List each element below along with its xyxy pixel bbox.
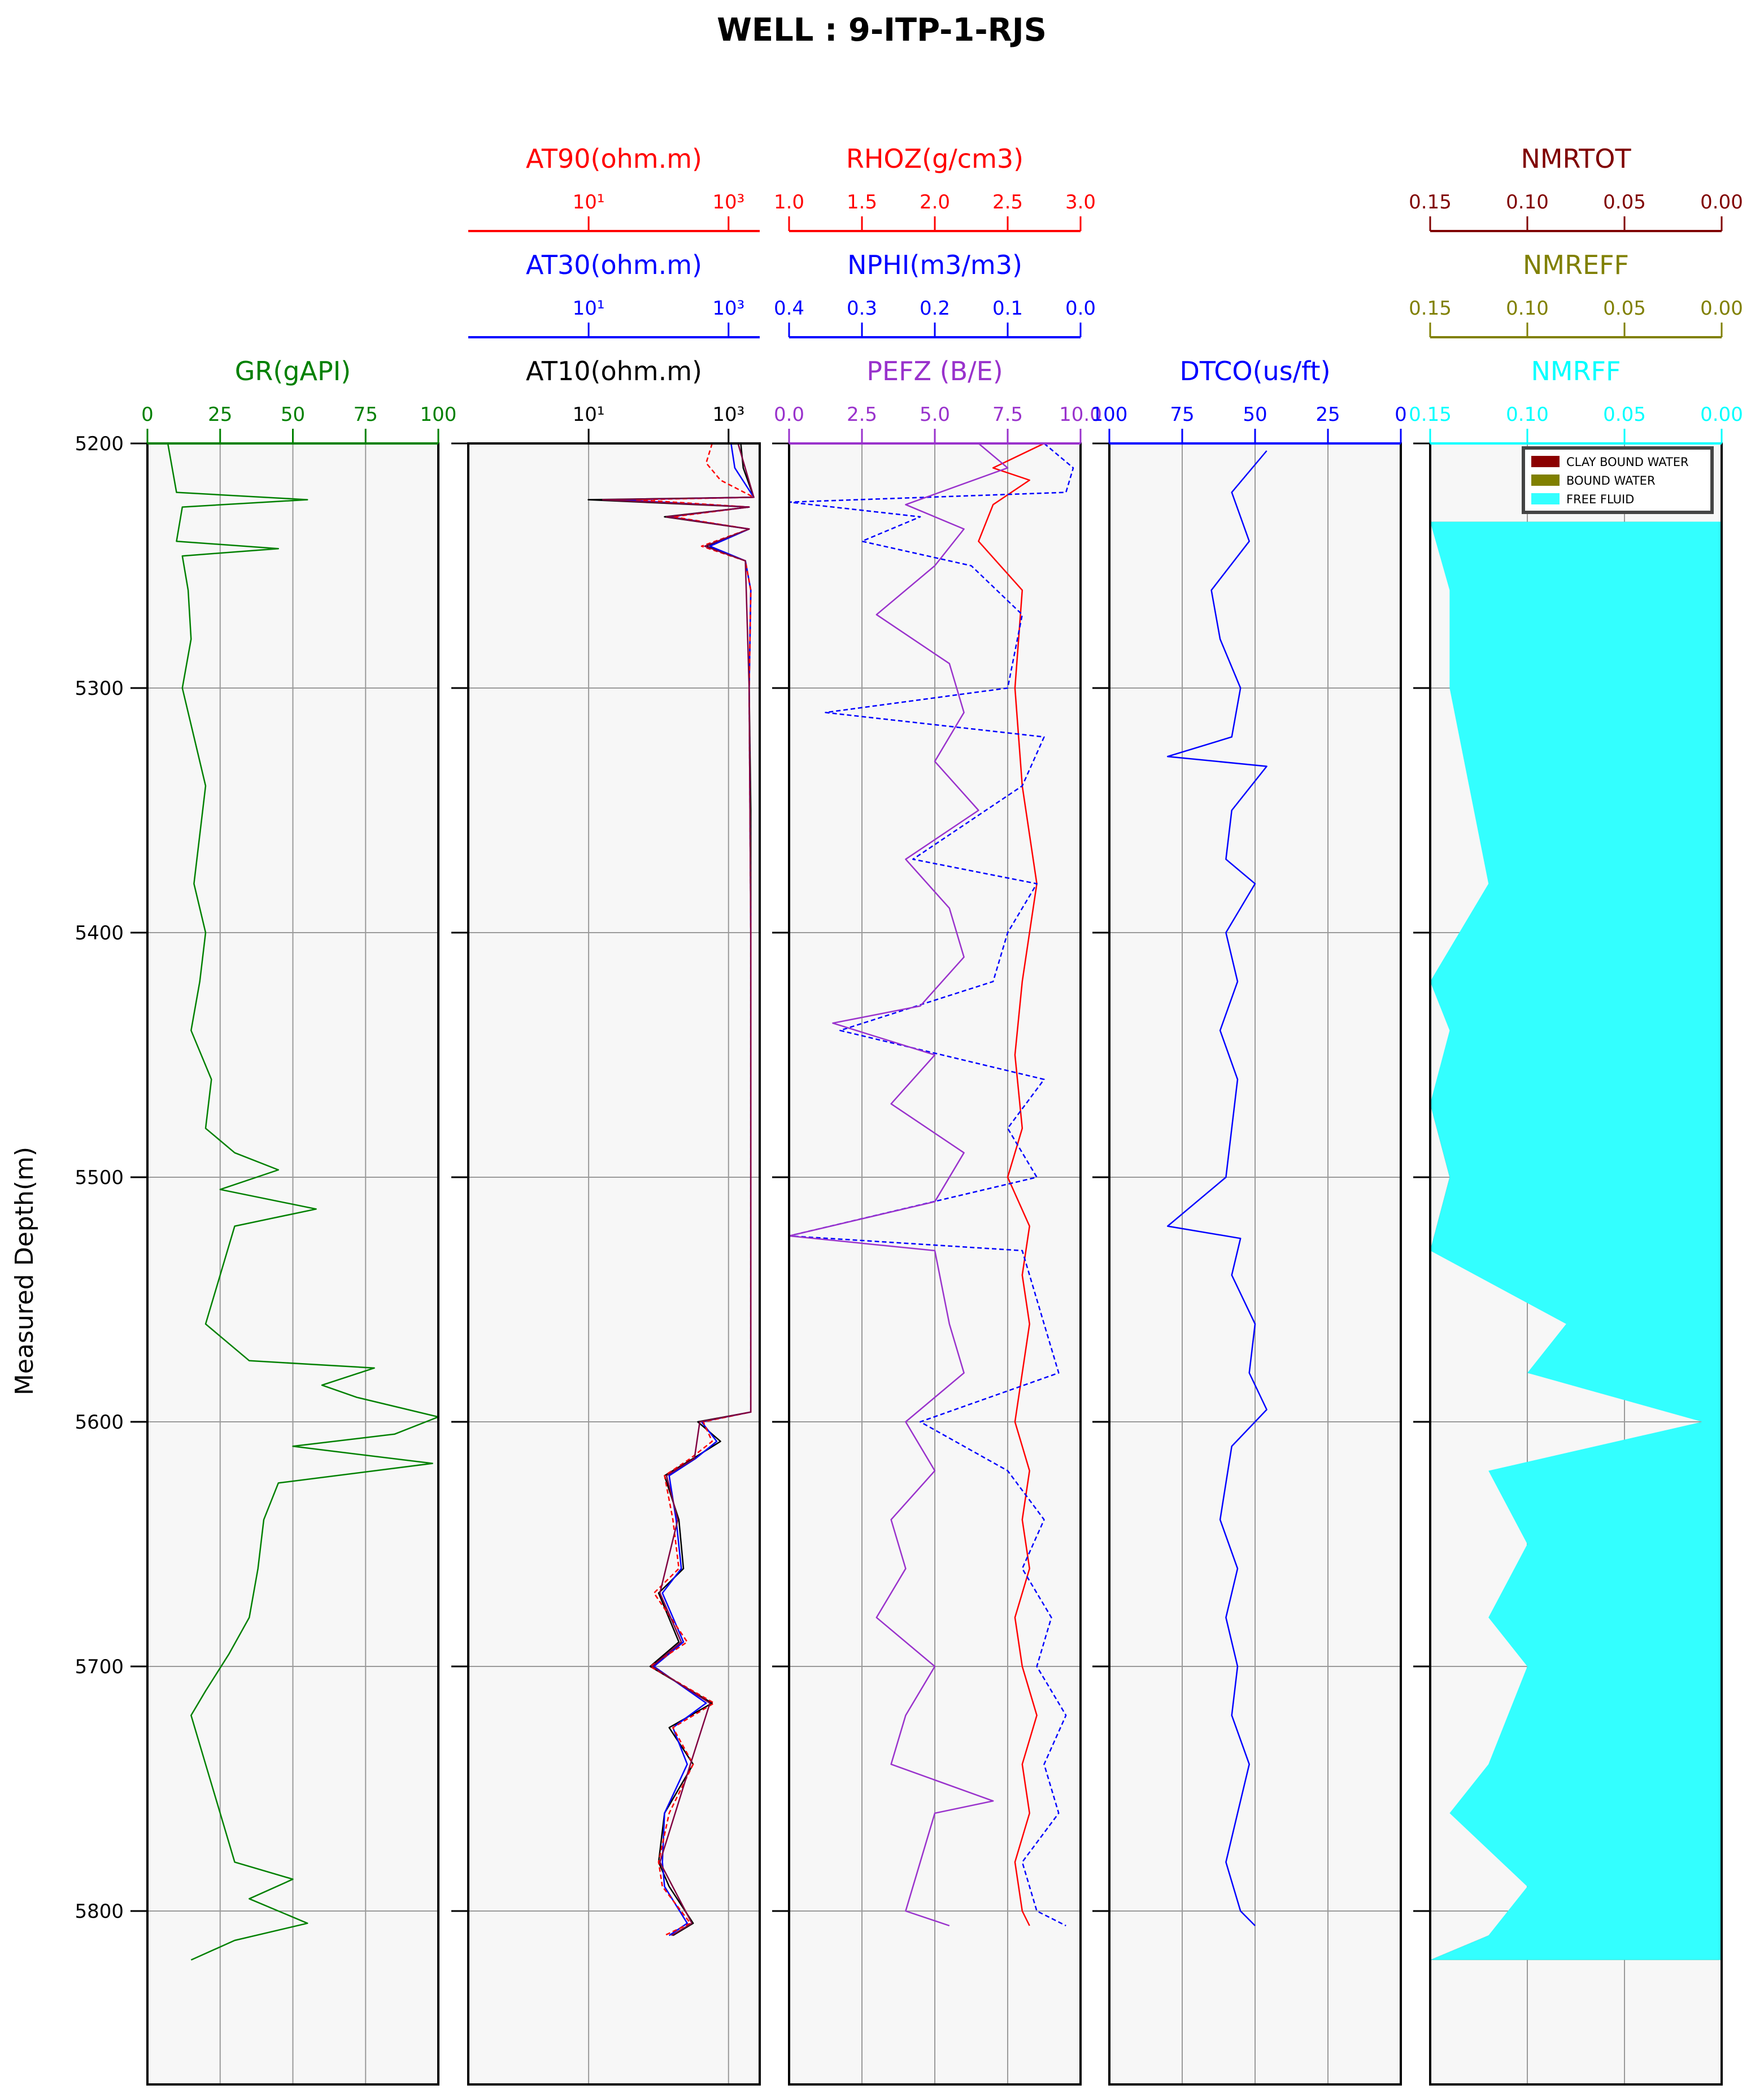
header-at10: 10¹ 10³ AT10(ohm.m) (468, 356, 760, 445)
header-dtco: 100 75 50 25 0 DTCO(us/ft) (1091, 356, 1407, 445)
header-title: AT90(ohm.m) (526, 143, 702, 174)
depth-tick-label: 5200 (75, 433, 124, 455)
header-tick-label: 0.2 (920, 297, 950, 320)
header-tick-label: 50 (281, 403, 305, 426)
series-gr-line (167, 443, 439, 1961)
header-tick-label: 0.10 (1506, 297, 1549, 320)
legend-swatch (1531, 475, 1560, 486)
header-tick-label: 2.0 (920, 191, 950, 214)
series-rhoz-line (978, 442, 1045, 1926)
header-title: DTCO(us/ft) (1179, 356, 1330, 386)
header-tick-label: 10¹ (573, 297, 605, 320)
header-title: AT10(ohm.m) (526, 356, 702, 386)
header-tick-label: 0.0 (1065, 297, 1096, 320)
header-title: RHOZ(g/cm3) (846, 143, 1023, 174)
header-tick-label: 3.0 (1065, 191, 1096, 214)
header-tick-label: 0.3 (847, 297, 877, 320)
header-nphi: 0.4 0.3 0.2 0.1 0.0 NPHI(m3/m3) (774, 250, 1096, 338)
header-tick-label: 0.0 (774, 403, 804, 426)
header-tick-label: 10³ (712, 297, 744, 320)
header-tick-label: 0 (141, 403, 154, 426)
header-tick-label: 75 (354, 403, 378, 426)
depth-tick-label: 5300 (75, 677, 124, 700)
header-tick-label: 100 (420, 403, 457, 426)
header-tick-label: 75 (1170, 403, 1194, 426)
header-nmreff: 0.15 0.10 0.05 0.00 NMREFF (1409, 250, 1743, 338)
header-pefz: 0.0 2.5 5.0 7.5 10.0 PEFZ (B/E) (774, 356, 1102, 445)
header-tick-label: 25 (208, 403, 232, 426)
header-title: AT30(ohm.m) (526, 250, 702, 280)
header-tick-label: 0.1 (992, 297, 1023, 320)
header-tick-label: 5.0 (920, 403, 950, 426)
header-tick-label: 0.00 (1700, 403, 1743, 426)
depth-tick-label: 5800 (75, 1900, 124, 1923)
header-tick-label: 10.0 (1059, 403, 1102, 426)
header-tick-label: 0.15 (1409, 297, 1452, 320)
legend-swatch (1531, 493, 1560, 504)
series-at10-mid--line (602, 443, 755, 1936)
track-background (468, 443, 760, 2084)
header-title: PEFZ (B/E) (866, 356, 1003, 386)
legend-label: FREE FLUID (1566, 493, 1634, 506)
header-tick-label: 7.5 (992, 403, 1023, 426)
header-gr: 0 25 50 75 100 GR(gAPI) (141, 356, 457, 445)
header-rhoz: 1.0 1.5 2.0 2.5 3.0 RHOZ(g/cm3) (774, 143, 1096, 232)
series-dtco-line (1166, 450, 1268, 1926)
header-title: GR(gAPI) (235, 356, 351, 386)
header-tick-label: 0.00 (1700, 191, 1743, 214)
header-nmrff: 0.15 0.10 0.05 0.00 NMRFF (1409, 356, 1743, 445)
header-tick-label: 10¹ (573, 403, 605, 426)
header-tick-label: 10¹ (573, 191, 605, 214)
header-tick-label: 0 (1395, 403, 1407, 426)
legend-label: CLAY BOUND WATER (1566, 455, 1689, 469)
header-tick-label: 10³ (712, 403, 744, 426)
depth-tick-label: 5700 (75, 1656, 124, 1678)
header-tick-label: 0.15 (1409, 403, 1452, 426)
header-tick-label: 0.05 (1603, 297, 1646, 320)
depth-tick-label: 5600 (75, 1411, 124, 1434)
header-title: NPHI(m3/m3) (847, 250, 1022, 280)
track-sonic: 100 75 50 25 0 DTCO(us/ft) (1091, 356, 1407, 2086)
track-resistivity: 10¹ 10³ AT90(ohm.m) 10¹ 10³ AT30(ohm.m) 10¹ 10³… (451, 143, 761, 2086)
header-tick-label: 2.5 (847, 403, 877, 426)
legend-label: BOUND WATER (1566, 474, 1656, 487)
series-nmrff-fill (1430, 521, 1722, 1960)
header-tick-label: 25 (1316, 403, 1340, 426)
y-axis-label: Measured Depth(m) (10, 1147, 39, 1395)
nmr-legend: CLAY BOUND WATER BOUND WATER FREE FLUID (1522, 446, 1714, 514)
legend-swatch (1531, 456, 1560, 467)
header-tick-label: 100 (1091, 403, 1128, 426)
header-tick-label: 0.15 (1409, 191, 1452, 214)
header-tick-label: 2.5 (992, 191, 1023, 214)
depth-tick-label: 5500 (75, 1166, 124, 1189)
header-tick-label: 0.4 (774, 297, 804, 320)
header-at90: 10¹ 10³ AT90(ohm.m) (468, 143, 760, 232)
track-gr: 0 25 50 75 100 GR(gAPI) (130, 356, 457, 2086)
header-at30: 10¹ 10³ AT30(ohm.m) (468, 250, 760, 338)
track-nmr: 0.15 0.10 0.05 0.00 NMRTOT 0.15 0.10 0.05 0.00 NM… (1409, 143, 1743, 2086)
header-tick-label: 1.0 (774, 191, 804, 214)
header-tick-label: 0.00 (1700, 297, 1743, 320)
header-title: NMRTOT (1521, 143, 1631, 174)
header-tick-label: 0.05 (1603, 403, 1646, 426)
header-title: NMRFF (1531, 356, 1621, 386)
header-title: NMREFF (1523, 250, 1629, 280)
series-pefz-line (788, 443, 1009, 1927)
header-tick-label: 0.10 (1506, 191, 1549, 214)
header-tick-label: 0.10 (1506, 403, 1549, 426)
header-nmrtot: 0.15 0.10 0.05 0.00 NMRTOT (1409, 143, 1743, 232)
depth-tick-label: 5400 (75, 922, 124, 944)
chart-title: WELL : 9-ITP-1-RJS (717, 12, 1047, 49)
header-tick-label: 10³ (712, 191, 744, 214)
header-tick-label: 0.05 (1603, 191, 1646, 214)
header-tick-label: 1.5 (847, 191, 877, 214)
header-tick-label: 50 (1243, 403, 1267, 426)
